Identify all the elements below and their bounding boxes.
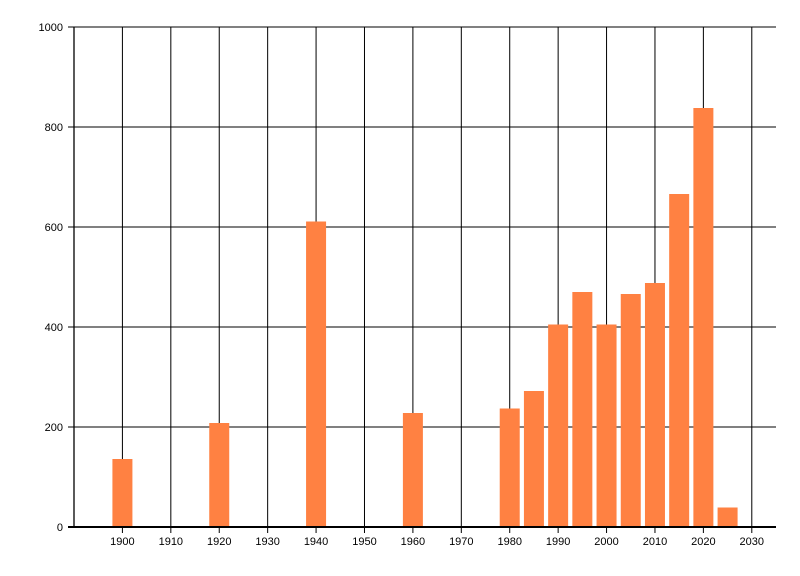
- bar-1940: [306, 221, 327, 527]
- x-tick-label-1920: 1920: [207, 536, 231, 548]
- bar-2010: [644, 283, 665, 527]
- bar-2005: [620, 294, 641, 527]
- y-tick-label-600: 600: [45, 222, 63, 234]
- x-tick-label-1970: 1970: [449, 536, 473, 548]
- bar-1960: [402, 413, 423, 527]
- x-tick-label-1930: 1930: [255, 536, 279, 548]
- x-tick-label-1990: 1990: [546, 536, 570, 548]
- y-tick-label-200: 200: [45, 422, 63, 434]
- x-tick-label-1940: 1940: [304, 536, 328, 548]
- x-tick-label-1960: 1960: [401, 536, 425, 548]
- bar-2015: [669, 194, 690, 527]
- x-tick-label-1980: 1980: [497, 536, 521, 548]
- x-tick-label-1900: 1900: [110, 536, 134, 548]
- y-tick-label-800: 800: [45, 122, 63, 134]
- x-tick-label-2020: 2020: [691, 536, 715, 548]
- x-tick-label-2000: 2000: [594, 536, 618, 548]
- x-tick-label-2010: 2010: [643, 536, 667, 548]
- bar-1980: [499, 408, 520, 527]
- bar-1900: [112, 459, 133, 527]
- bar-2000: [596, 324, 617, 527]
- bar-1995: [572, 292, 593, 527]
- x-tick-label-1910: 1910: [159, 536, 183, 548]
- y-tick-label-1000: 1000: [39, 22, 63, 34]
- bar-1985: [523, 391, 544, 527]
- bar-1920: [209, 423, 230, 527]
- x-tick-label-2030: 2030: [740, 536, 764, 548]
- bar-2020: [693, 108, 714, 527]
- bar-2025: [717, 507, 738, 527]
- bar-1990: [548, 324, 569, 527]
- y-tick-label-400: 400: [45, 322, 63, 334]
- y-tick-label-0: 0: [57, 522, 63, 534]
- x-tick-label-1950: 1950: [352, 536, 376, 548]
